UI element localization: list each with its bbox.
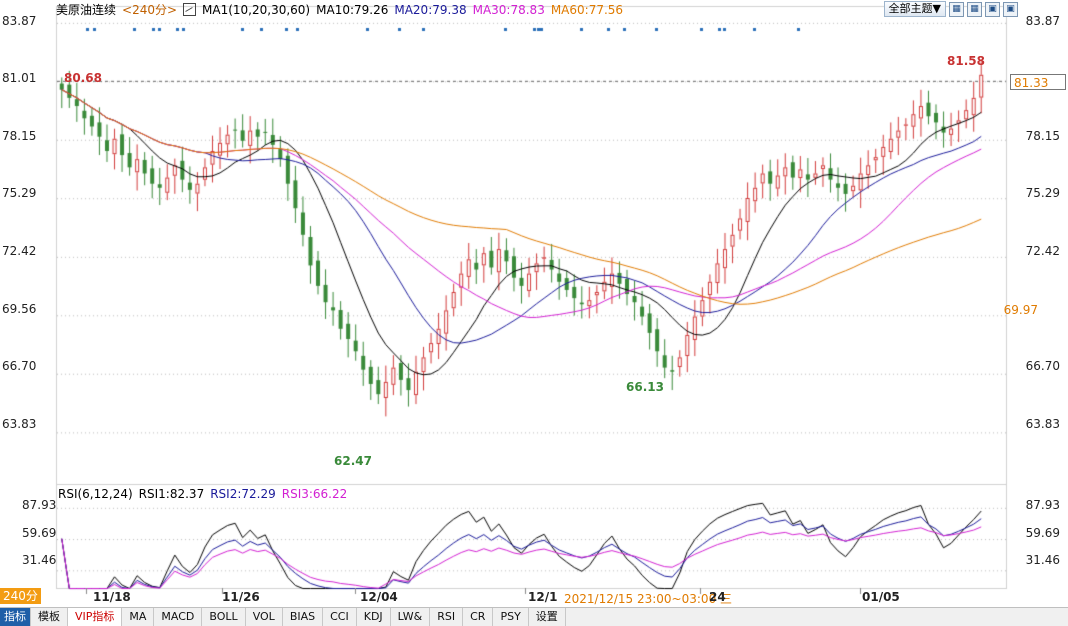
price-axis-label: 72.42 <box>2 244 37 258</box>
x-axis-label: 11/26 <box>222 590 260 604</box>
ma-settings-label[interactable]: MA1(10,20,30,60) <box>202 2 311 17</box>
price-axis-label-right: 72.42 <box>1025 244 1060 258</box>
chart-legend: 美原油连续 <240分> MA1(10,20,30,60) MA10:79.26… <box>56 1 623 18</box>
rsi-axis-label-right: 59.69 <box>1025 526 1060 540</box>
period-label[interactable]: <240分> <box>122 3 178 17</box>
tab-template[interactable]: 模板 <box>31 608 68 626</box>
price-axis-label: 63.83 <box>2 417 37 431</box>
rsi-axis-label: 59.69 <box>22 526 57 540</box>
price-axis-label: 83.87 <box>2 14 37 28</box>
window-icon[interactable]: ▣ <box>1003 1 1018 17</box>
window-icon[interactable]: ▣ <box>985 1 1000 17</box>
x-axis-label: 11/18 <box>93 590 131 604</box>
tab-macd[interactable]: MACD <box>154 608 203 626</box>
x-axis-label: 24 <box>709 590 726 604</box>
rsi-axis-label-right: 31.46 <box>1025 553 1060 567</box>
tab-rsi[interactable]: RSI <box>430 608 464 626</box>
price-axis-label-right: 75.29 <box>1025 186 1060 200</box>
price-axis-label-right: 63.83 <box>1025 417 1060 431</box>
grid-icon[interactable]: ▦ <box>949 1 964 17</box>
price-axis-label-right: 66.70 <box>1025 359 1060 373</box>
rsi-legend: RSI(6,12,24) RSI1:82.37 RSI2:72.29 RSI3:… <box>58 487 347 501</box>
price-axis-label-right: 78.15 <box>1025 129 1060 143</box>
ma60-value: MA60:77.56 <box>550 2 624 17</box>
instrument-name: 美原油连续 <box>56 3 117 17</box>
ma30-value: MA30:78.83 <box>472 2 545 17</box>
tab-bias[interactable]: BIAS <box>283 608 324 626</box>
ma60-price-tag: 69.97 <box>1003 303 1038 317</box>
low-marker-second: 66.13 <box>626 380 664 394</box>
tab-vol[interactable]: VOL <box>246 608 283 626</box>
ma10-value: MA10:79.26 <box>316 2 389 17</box>
tab-vip-indicator[interactable]: VIP指标 <box>68 608 123 626</box>
last-price-tag: 81.33 <box>1010 74 1066 90</box>
rsi-axis-label: 87.93 <box>22 498 57 512</box>
grid-icon[interactable]: ▦ <box>967 1 982 17</box>
tab-lw[interactable]: LW& <box>391 608 431 626</box>
price-axis-label-right: 83.87 <box>1025 14 1060 28</box>
price-axis-label: 69.56 <box>2 302 37 316</box>
tab-ma[interactable]: MA <box>122 608 155 626</box>
crosshair-time-label: 2021/12/15 23:00~03:00 三 <box>564 592 733 606</box>
rsi-label[interactable]: RSI(6,12,24) <box>58 487 133 501</box>
price-axis-label: 81.01 <box>2 71 37 85</box>
price-axis-label: 78.15 <box>2 129 37 143</box>
chart-toolbar: 全部主题▼ ▦ ▦ ▣ ▣ <box>883 1 1018 17</box>
price-axis-label: 66.70 <box>2 359 37 373</box>
indicator-tab-bar: 指标 模板 VIP指标 MA MACD BOLL VOL BIAS CCI KD… <box>0 607 1068 626</box>
price-axis-label: 75.29 <box>2 186 37 200</box>
rsi-axis-label: 31.46 <box>22 553 57 567</box>
x-axis-label: 01/05 <box>862 590 900 604</box>
tab-settings[interactable]: 设置 <box>529 608 566 626</box>
rsi3-value: RSI3:66.22 <box>281 487 348 501</box>
tab-cr[interactable]: CR <box>463 608 494 626</box>
ma20-value: MA20:79.38 <box>394 2 467 17</box>
ma-indicator-icon[interactable] <box>183 3 197 16</box>
rsi1-value: RSI1:82.37 <box>138 487 205 501</box>
tab-indicator[interactable]: 指标 <box>0 608 31 626</box>
low-marker-main: 62.47 <box>334 454 372 468</box>
x-axis-label: 12/04 <box>360 590 398 604</box>
tab-kdj[interactable]: KDJ <box>357 608 391 626</box>
x-axis-label: 12/1 <box>528 590 558 604</box>
high-marker-left: 80.68 <box>64 71 102 85</box>
period-badge[interactable]: 240分 <box>0 588 41 604</box>
high-marker-right: 81.58 <box>947 54 985 68</box>
tab-cci[interactable]: CCI <box>323 608 357 626</box>
tab-boll[interactable]: BOLL <box>202 608 246 626</box>
rsi2-value: RSI2:72.29 <box>210 487 276 501</box>
rsi-axis-label-right: 87.93 <box>1025 498 1060 512</box>
theme-dropdown-button[interactable]: 全部主题▼ <box>883 1 946 17</box>
tab-psy[interactable]: PSY <box>493 608 529 626</box>
